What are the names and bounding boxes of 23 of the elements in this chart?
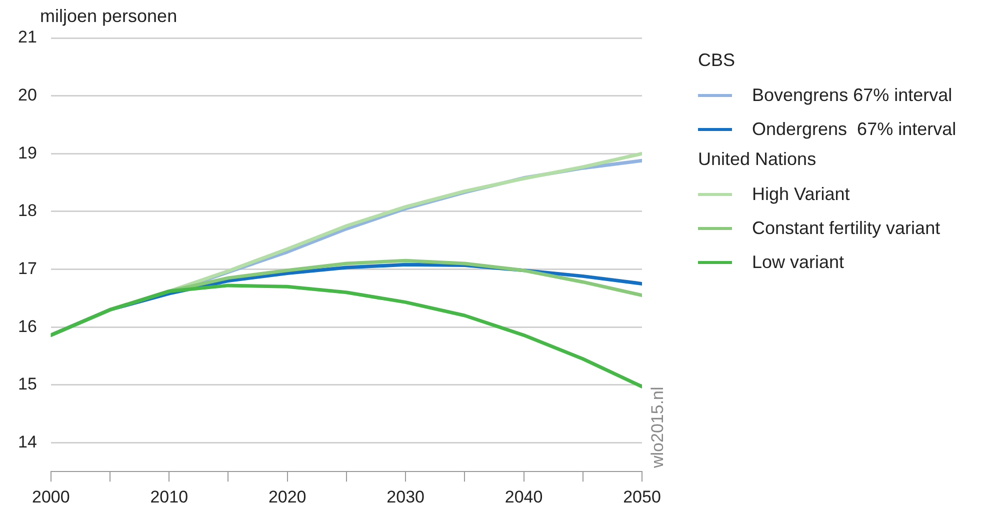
x-tick-label: 2040 [504,487,543,506]
y-axis-title: miljoen personen [40,6,178,26]
legend-title: CBS [698,50,736,71]
legend-label: Ondergrens 67% interval [752,118,956,140]
x-tick-label: 2020 [268,487,306,506]
legend-label: Constant fertility variant [752,218,940,238]
y-tick-label: 21 [18,28,37,47]
text: wlo2015.nl [648,386,668,468]
legend-label: Bovengrens 67% interval [752,84,952,106]
legend-label: Low variant [752,252,844,272]
y-tick-label: 14 [18,432,37,452]
y-tick-label: 17 [18,258,37,278]
y-tick-label: 15 [18,374,37,394]
x-tick-label: 2030 [386,487,424,506]
y-tick-label: 16 [18,316,37,336]
legend-label: High Variant [752,184,850,204]
y-tick-label: 18 [18,201,37,220]
x-tick-label: 2010 [150,487,188,506]
y-tick-label: 19 [18,143,37,162]
text: United Nations [698,149,818,170]
x-tick-label: 2050 [623,487,661,506]
x-tick-label: 2000 [32,487,70,506]
y-tick-label: 20 [18,86,37,104]
